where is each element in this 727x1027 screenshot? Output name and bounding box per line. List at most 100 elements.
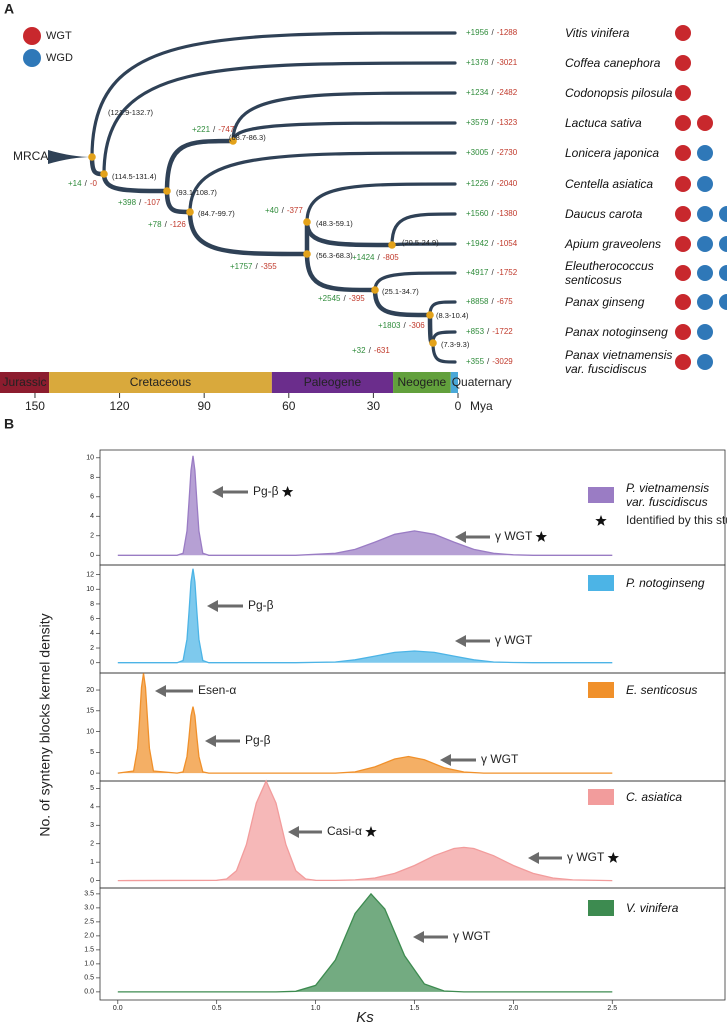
node-age: (8.3-10.4) — [436, 311, 469, 320]
x-tick-label: 0.5 — [212, 1005, 222, 1012]
y-tick-label: 8 — [90, 601, 94, 608]
legend-marker — [23, 27, 41, 45]
y-tick-label: 0.5 — [84, 975, 94, 982]
branch — [188, 151, 457, 214]
tick-label: 150 — [25, 399, 45, 413]
node-age: (84.7-99.7) — [198, 209, 235, 218]
density-line — [117, 568, 613, 664]
y-tick-label: 1 — [90, 859, 94, 866]
legend-label: P. notoginseng — [626, 576, 705, 590]
gain: +1956 — [466, 28, 489, 37]
tick-label: 30 — [367, 399, 381, 413]
gain-loss: +78/-126 — [148, 220, 186, 229]
taxon-name: Panax ginseng — [565, 295, 645, 309]
y-tick-label: 1.0 — [84, 961, 94, 968]
annotation: γ WGT — [567, 850, 605, 864]
loss: -306 — [409, 321, 426, 330]
legend-label: WGD — [46, 52, 73, 64]
gain: +853 — [466, 327, 485, 336]
gain: +355 — [466, 357, 485, 366]
period-label: Paleogene — [304, 375, 362, 389]
branch — [231, 121, 457, 143]
gain-loss: +1424/-805 — [352, 253, 399, 262]
gain-loss: +1803/-306 — [378, 321, 425, 330]
y-tick-label: 8 — [90, 474, 94, 481]
gain-loss: +3005/-2730 — [466, 148, 518, 157]
node — [186, 208, 194, 216]
separator: / — [255, 262, 258, 271]
arrow-head — [155, 685, 166, 697]
loss: -377 — [287, 206, 304, 215]
period-label: Cretaceous — [130, 375, 191, 389]
taxon-name: Codonopsis pilosula — [565, 86, 673, 100]
gain-loss: +398/-107 — [118, 198, 161, 207]
event-marker — [675, 236, 691, 252]
event-marker — [697, 236, 713, 252]
y-tick-label: 0 — [90, 552, 94, 559]
event-marker — [697, 145, 713, 161]
gain-loss: +8858/-675 — [466, 297, 513, 306]
star-marker — [595, 515, 607, 526]
gain: +1560 — [466, 209, 489, 218]
event-marker — [719, 265, 727, 281]
period — [450, 372, 458, 393]
y-tick-label: 0 — [90, 770, 94, 777]
annotation: γ WGT — [495, 529, 533, 543]
separator: / — [491, 88, 494, 97]
taxon-name: Vitis vinifera — [565, 26, 630, 40]
arrow-head — [413, 931, 424, 943]
y-tick-label: 2 — [90, 645, 94, 652]
loss: -631 — [374, 346, 391, 355]
area-fill — [117, 781, 613, 881]
y-tick-label: 1.5 — [84, 947, 94, 954]
separator: / — [491, 118, 494, 127]
x-tick-label: 2.5 — [607, 1005, 617, 1012]
arrow-head — [212, 486, 223, 498]
separator: / — [487, 327, 490, 336]
loss: -3029 — [492, 357, 513, 366]
annotation: Casi-α — [327, 824, 362, 838]
x-tick-label: 0.0 — [113, 1005, 123, 1012]
period-label: Jurassic — [3, 375, 47, 389]
gain: +1757 — [230, 262, 253, 271]
tick-label: 0 — [455, 399, 462, 413]
node — [229, 137, 237, 145]
event-marker — [697, 354, 713, 370]
event-marker — [719, 206, 727, 222]
arrow-head — [205, 735, 216, 747]
period — [49, 372, 272, 393]
event-marker — [675, 265, 691, 281]
loss: -2730 — [497, 148, 518, 157]
separator: / — [369, 346, 372, 355]
annotation: γ WGT — [481, 752, 519, 766]
loss: -805 — [383, 253, 400, 262]
event-marker — [675, 324, 691, 340]
taxon-name: Daucus carota — [565, 207, 643, 221]
node-age: (68.7-86.3) — [229, 133, 266, 142]
y-tick-label: 0 — [90, 877, 94, 884]
legend-marker — [23, 49, 41, 67]
event-marker — [697, 206, 713, 222]
branch — [231, 91, 457, 143]
x-axis-label: Ks — [356, 1009, 374, 1026]
gain: +40 — [265, 206, 279, 215]
event-marker — [675, 354, 691, 370]
node — [426, 311, 434, 319]
separator: / — [139, 198, 142, 207]
plot-frame — [99, 887, 726, 1001]
arrow-head — [528, 852, 539, 864]
arrow-head — [288, 826, 299, 838]
y-tick-label: 2.0 — [84, 933, 94, 940]
loss: -1722 — [492, 327, 513, 336]
node-age: (93.1-108.7) — [176, 188, 217, 197]
gain: +8858 — [466, 297, 489, 306]
loss: -2040 — [497, 179, 518, 188]
legend-swatch — [588, 789, 614, 805]
separator: / — [282, 206, 285, 215]
loss: -1288 — [497, 28, 518, 37]
period — [271, 372, 394, 393]
event-marker — [697, 115, 713, 131]
node — [100, 170, 108, 178]
event-marker — [719, 236, 727, 252]
